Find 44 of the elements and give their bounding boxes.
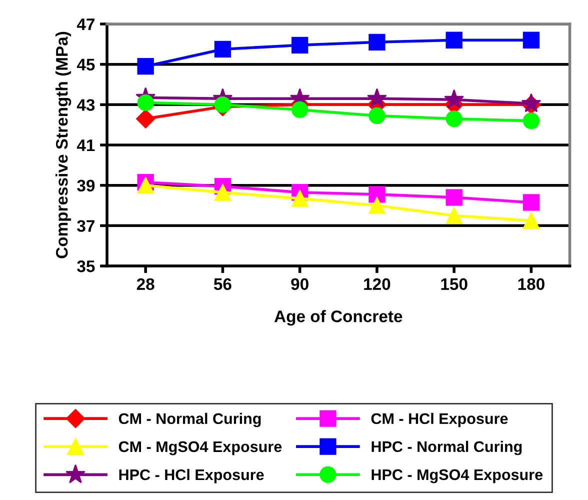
- legend-label: CM - MgSO4 Exposure: [118, 441, 282, 456]
- point: [522, 194, 540, 211]
- x-axis-title: Age of Concrete: [274, 310, 402, 326]
- point: [368, 34, 386, 50]
- y-tick-label: 47: [76, 18, 94, 30]
- y-tick-label: 37: [77, 220, 94, 232]
- legend-label: HPC - Normal Curing: [372, 440, 522, 456]
- x-tick-label: 150: [441, 278, 468, 290]
- point: [368, 186, 386, 203]
- point: [446, 110, 462, 128]
- point: [291, 36, 308, 54]
- x-tick-label: 180: [518, 278, 544, 290]
- x-tick-label: 120: [364, 278, 390, 290]
- point: [446, 207, 462, 224]
- x-tick-label: 56: [214, 278, 232, 290]
- point: [368, 197, 386, 214]
- y-axis-title: Compressive Strength (MPa): [56, 32, 72, 258]
- point: [291, 190, 308, 207]
- point: [136, 109, 156, 128]
- point: [214, 40, 232, 58]
- y-tick-label: 35: [77, 260, 95, 272]
- point: [446, 189, 462, 206]
- y-tick-label: 45: [76, 58, 95, 71]
- y-tick-label: 41: [76, 140, 95, 152]
- point: [522, 212, 540, 229]
- point: [137, 177, 154, 194]
- x-tick-label: 28: [136, 278, 154, 290]
- x-tick-label: 90: [291, 278, 308, 290]
- point: [367, 88, 387, 108]
- y-tick-label: 39: [77, 180, 95, 192]
- point: [214, 96, 232, 113]
- point: [522, 112, 540, 130]
- point: [446, 32, 462, 48]
- point: [368, 107, 386, 124]
- y-tick-label: 43: [76, 99, 95, 111]
- point: [137, 58, 154, 75]
- point: [214, 184, 232, 201]
- legend-label: HPC - HCl Exposure: [119, 468, 264, 484]
- legend-label: HPC - MgSO4 Exposure: [372, 469, 543, 484]
- point: [137, 94, 154, 111]
- legend-label: CM - Normal Curing: [118, 412, 261, 428]
- point: [444, 89, 464, 108]
- point: [522, 32, 540, 48]
- legend-label: CM - HCl Exposure: [371, 412, 508, 428]
